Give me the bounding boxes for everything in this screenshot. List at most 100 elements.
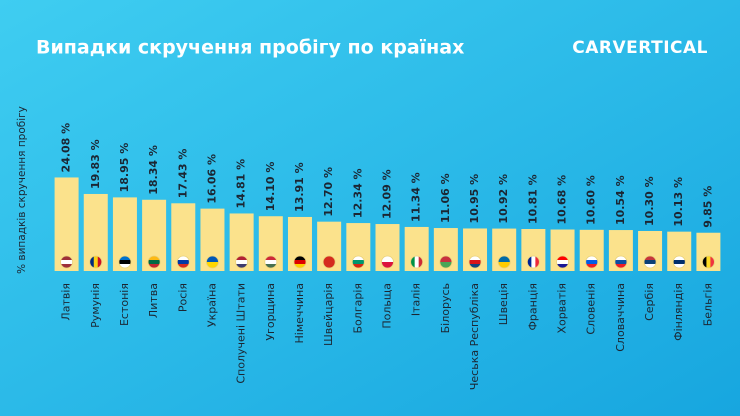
flag-icon: [118, 255, 132, 269]
flag-outline: [468, 255, 482, 269]
flag-icon: [497, 255, 511, 269]
flag-stripe: [706, 256, 711, 268]
flag-stripe: [585, 260, 598, 265]
value-label: 14.10 %: [264, 162, 277, 212]
x-tick-label: Росія: [176, 283, 189, 312]
flag-outline: [264, 255, 278, 269]
x-tick-label: Франція: [526, 283, 539, 331]
flag-outline: [381, 255, 394, 269]
flag-stripe: [535, 256, 540, 268]
flag-icon: [293, 255, 307, 269]
flag-stripe: [439, 256, 452, 263]
x-tick-label: Швеція: [497, 283, 510, 325]
value-label: 16.06 %: [205, 154, 218, 204]
flag-stripe: [414, 256, 419, 268]
flag-stripe: [556, 256, 569, 261]
x-tick-label: Латвія: [60, 283, 73, 321]
flag-icon: [206, 255, 219, 269]
flag-icon: [235, 255, 249, 269]
x-tick-label: Білорусь: [439, 283, 452, 333]
flag-icon: [147, 255, 161, 269]
flag-outline: [526, 255, 540, 269]
flag-stripe: [644, 260, 657, 265]
flag-stripe: [469, 264, 482, 268]
flag-stripe: [235, 260, 248, 265]
flag-outline: [497, 255, 511, 269]
value-label: 19.83 %: [89, 139, 102, 189]
flag-outline: [147, 255, 161, 269]
logo: CARVERTICAL: [572, 38, 708, 58]
flag-icon: [439, 255, 453, 269]
flag-stripe: [293, 264, 306, 268]
x-tick-label: Італія: [410, 283, 423, 316]
flag-outline: [672, 255, 686, 269]
flag-outline: [293, 255, 307, 269]
flag-stripe: [118, 264, 131, 268]
flag-stripe: [118, 260, 131, 265]
flag-stripe: [352, 256, 365, 261]
flag-stripe: [206, 262, 219, 268]
flag-stripe: [418, 256, 423, 268]
bar: [54, 177, 79, 271]
flag-outline: [702, 255, 715, 269]
x-tick-label: Естонія: [118, 283, 131, 326]
x-tick-label: Польща: [381, 283, 394, 329]
flag-stripe: [60, 264, 73, 268]
flag-stripe: [673, 264, 686, 268]
flag-stripe: [644, 264, 657, 268]
flag-stripe: [614, 264, 627, 268]
flag-icon: [643, 255, 657, 269]
flag-stripe: [60, 260, 73, 265]
value-label: 14.81 %: [235, 159, 248, 209]
flag-stripe: [118, 256, 131, 261]
flag-stripe: [702, 256, 707, 268]
flag-icon: [585, 255, 599, 269]
flag-outline: [118, 255, 132, 269]
value-label: 17.43 %: [176, 149, 189, 199]
x-tick-label: Хорватія: [556, 283, 569, 334]
flag-stripe: [614, 256, 627, 261]
flag-stripe: [556, 264, 569, 268]
flag-stripe: [264, 256, 277, 261]
x-tick-label: Чеська Республіка: [468, 283, 481, 390]
value-label: 10.81 %: [526, 174, 539, 224]
flag-icon: [702, 255, 715, 269]
value-label: 10.92 %: [497, 174, 510, 224]
flag-stripe: [264, 264, 277, 268]
flag-stripe: [93, 256, 99, 268]
flag-icon: [410, 255, 424, 269]
value-label: 10.95 %: [468, 174, 481, 224]
x-tick-label: Бельгія: [701, 283, 714, 326]
x-tick-label: Фінляндія: [672, 283, 685, 341]
value-label: 24.08 %: [60, 123, 73, 173]
flag-stripe: [644, 256, 657, 261]
value-label: 10.13 %: [672, 177, 685, 227]
flag-icon: [322, 255, 336, 269]
flag-icon: [264, 255, 278, 269]
flag-stripe: [235, 256, 248, 261]
flag-icon: [672, 255, 686, 269]
value-label: 12.34 %: [351, 168, 364, 218]
flag-outline: [439, 255, 453, 269]
x-tick-label: Болгарія: [351, 283, 364, 333]
flag-outline: [410, 255, 424, 269]
value-label: 10.68 %: [556, 175, 569, 225]
flag-stripe: [177, 264, 190, 268]
flag-stripe: [323, 256, 336, 263]
flag-stripe: [585, 256, 598, 261]
flag-outline: [89, 255, 103, 269]
value-label: 12.70 %: [322, 167, 335, 217]
value-label: 12.09 %: [381, 169, 394, 219]
flag-icon: [468, 255, 482, 269]
value-label: 10.54 %: [614, 175, 627, 225]
flag-icon: [526, 255, 540, 269]
flag-outline: [351, 255, 365, 269]
flag-stripe: [148, 256, 161, 261]
flag-stripe: [585, 264, 598, 268]
x-tick-label: Швейцарія: [322, 283, 335, 346]
flag-stripe: [293, 256, 306, 261]
flag-icon: [351, 255, 365, 269]
flag-icon: [89, 255, 103, 269]
